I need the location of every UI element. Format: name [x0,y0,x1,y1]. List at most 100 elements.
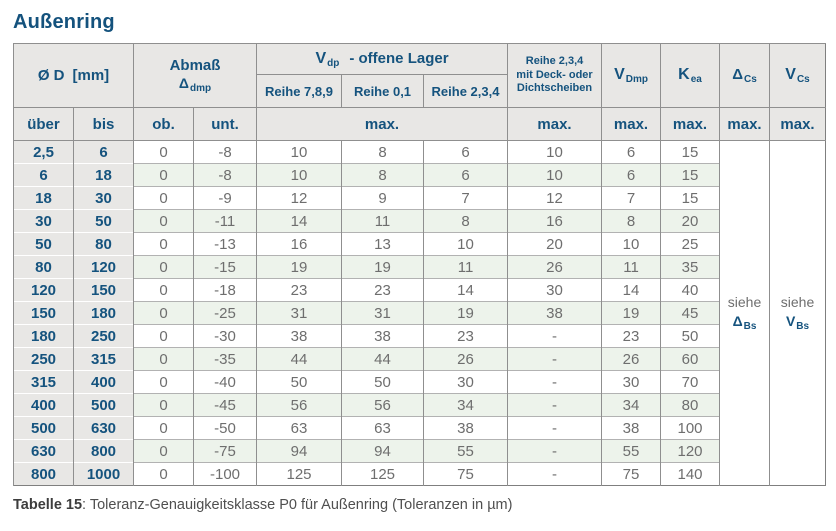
cell-kea: 140 [660,462,720,486]
cell-deck: - [507,439,602,463]
subheader-max-vcs: max. [769,107,826,141]
cell-kea: 80 [660,393,720,417]
cell-deck: 16 [507,209,602,233]
header-diameter: Ø D [mm] [13,43,134,108]
siehe-delta-bs-symbol: ΔBs [732,312,757,332]
cell-vdmp: 30 [601,370,661,394]
siehe-delta-bs: siehe ΔBs [719,140,770,486]
cell-r01: 94 [341,439,424,463]
cell-vdmp: 7 [601,186,661,210]
cell-bis: 80 [73,232,134,256]
cell-unt: -30 [193,324,257,348]
table-row: 400 500 0 -45 56 56 34-34 80 [13,393,826,417]
cell-kea: 45 [660,301,720,325]
table-row: 250 315 0 -35 44 44 26-26 60 [13,347,826,371]
page-title: Außenring [13,11,115,33]
subheader-max-deck: max. [507,107,602,141]
cell-r01: 44 [341,347,424,371]
siehe-v-bs: siehe VBs [769,140,826,486]
cell-r234: 34 [422,393,508,417]
table-row: 30 50 0 -11 14 11 8 16 8 20 [13,209,826,233]
cell-kea: 70 [660,370,720,394]
cell-r234: 10 [422,232,508,256]
cell-unt: -45 [193,393,257,417]
subheader-max-vdp: max. [255,107,508,141]
subheader-max-dcs: max. [719,107,770,141]
cell-r234: 30 [422,370,508,394]
cell-ueber: 30 [13,209,74,233]
cell-r789: 14 [256,209,342,233]
cell-deck: - [507,347,602,371]
cell-r01: 8 [341,163,424,187]
cell-ob: 0 [133,324,194,348]
cell-vdmp: 6 [601,163,661,187]
cell-r789: 94 [256,439,342,463]
cell-ob: 0 [133,209,194,233]
cell-bis: 500 [73,393,134,417]
cell-unt: -75 [193,439,257,463]
cell-unt: -8 [193,163,257,187]
cell-ob: 0 [133,255,194,279]
table-row: 150 180 0 -25 31 31 19 38 19 45 [13,301,826,325]
cell-kea: 120 [660,439,720,463]
cell-vdmp: 14 [601,278,661,302]
cell-r789: 50 [256,370,342,394]
cell-ob: 0 [133,232,194,256]
header-abmass: Abmaß Δdmp [133,43,257,108]
cell-r234: 11 [422,255,508,279]
cell-ob: 0 [133,301,194,325]
header-reihe-789: Reihe 7,8,9 [256,74,342,108]
cell-r01: 50 [341,370,424,394]
cell-deck: 12 [507,186,602,210]
siehe-delta-bs-word: siehe [727,293,762,310]
cell-r789: 23 [256,278,342,302]
cell-unt: -35 [193,347,257,371]
cell-ueber: 150 [13,301,74,325]
cell-vdmp: 10 [601,232,661,256]
cell-deck: - [507,416,602,440]
table-row: 315 400 0 -40 50 50 30-30 70 [13,370,826,394]
caption-text: : Toleranz-Genauigkeitsklasse P0 für Auß… [82,497,513,513]
tolerance-table: Ø D [mm] Abmaß Δdmp Vdp - offene Lager Rei… [13,43,827,486]
subheader-ob: ob. [133,107,194,141]
header-kea: Kea [660,43,720,108]
cell-kea: 20 [660,209,720,233]
header-reihe-234: Reihe 2,3,4 [422,74,508,108]
cell-r01: 19 [341,255,424,279]
cell-r01: 8 [341,140,424,164]
cell-unt: -13 [193,232,257,256]
cell-ob: 0 [133,278,194,302]
cell-bis: 30 [73,186,134,210]
cell-ueber: 6 [13,163,74,187]
cell-unt: -25 [193,301,257,325]
cell-vdmp: 34 [601,393,661,417]
cell-bis: 180 [73,301,134,325]
cell-deck: 38 [507,301,602,325]
cell-r789: 125 [256,462,342,486]
cell-r01: 63 [341,416,424,440]
cell-r234: 38 [422,416,508,440]
table-row: 630 800 0 -75 94 94 55-55 120 [13,439,826,463]
cell-unt: -18 [193,278,257,302]
cell-vdmp: 38 [601,416,661,440]
cell-r01: 11 [341,209,424,233]
cell-unt: -15 [193,255,257,279]
header-diameter-unit: [mm] [72,67,110,84]
table-body: 2,5 6 0 -8 10 8 6 10 6 15 siehe ΔBs siehe VBs 6 18 0 -8 10… [13,140,826,486]
cell-r234: 14 [422,278,508,302]
cell-ueber: 50 [13,232,74,256]
cell-vdmp: 11 [601,255,661,279]
cell-unt: -50 [193,416,257,440]
table-row: 500 630 0 -50 63 63 38-38 100 [13,416,826,440]
header-diameter-label: Ø D [37,67,65,84]
cell-kea: 100 [660,416,720,440]
subheader-ueber: über [13,107,74,141]
cell-bis: 1000 [73,462,134,486]
subheader-bis: bis [73,107,134,141]
cell-ueber: 315 [13,370,74,394]
cell-deck: 20 [507,232,602,256]
header-vdp-group: Vdp - offene Lager [255,43,508,75]
header-deckscheiben: Reihe 2,3,4 mit Deck- oder Dichtscheiben [507,43,602,108]
table-caption: Tabelle 15: Toleranz-Genauigkeitsklasse … [13,497,836,513]
cell-r789: 10 [256,163,342,187]
